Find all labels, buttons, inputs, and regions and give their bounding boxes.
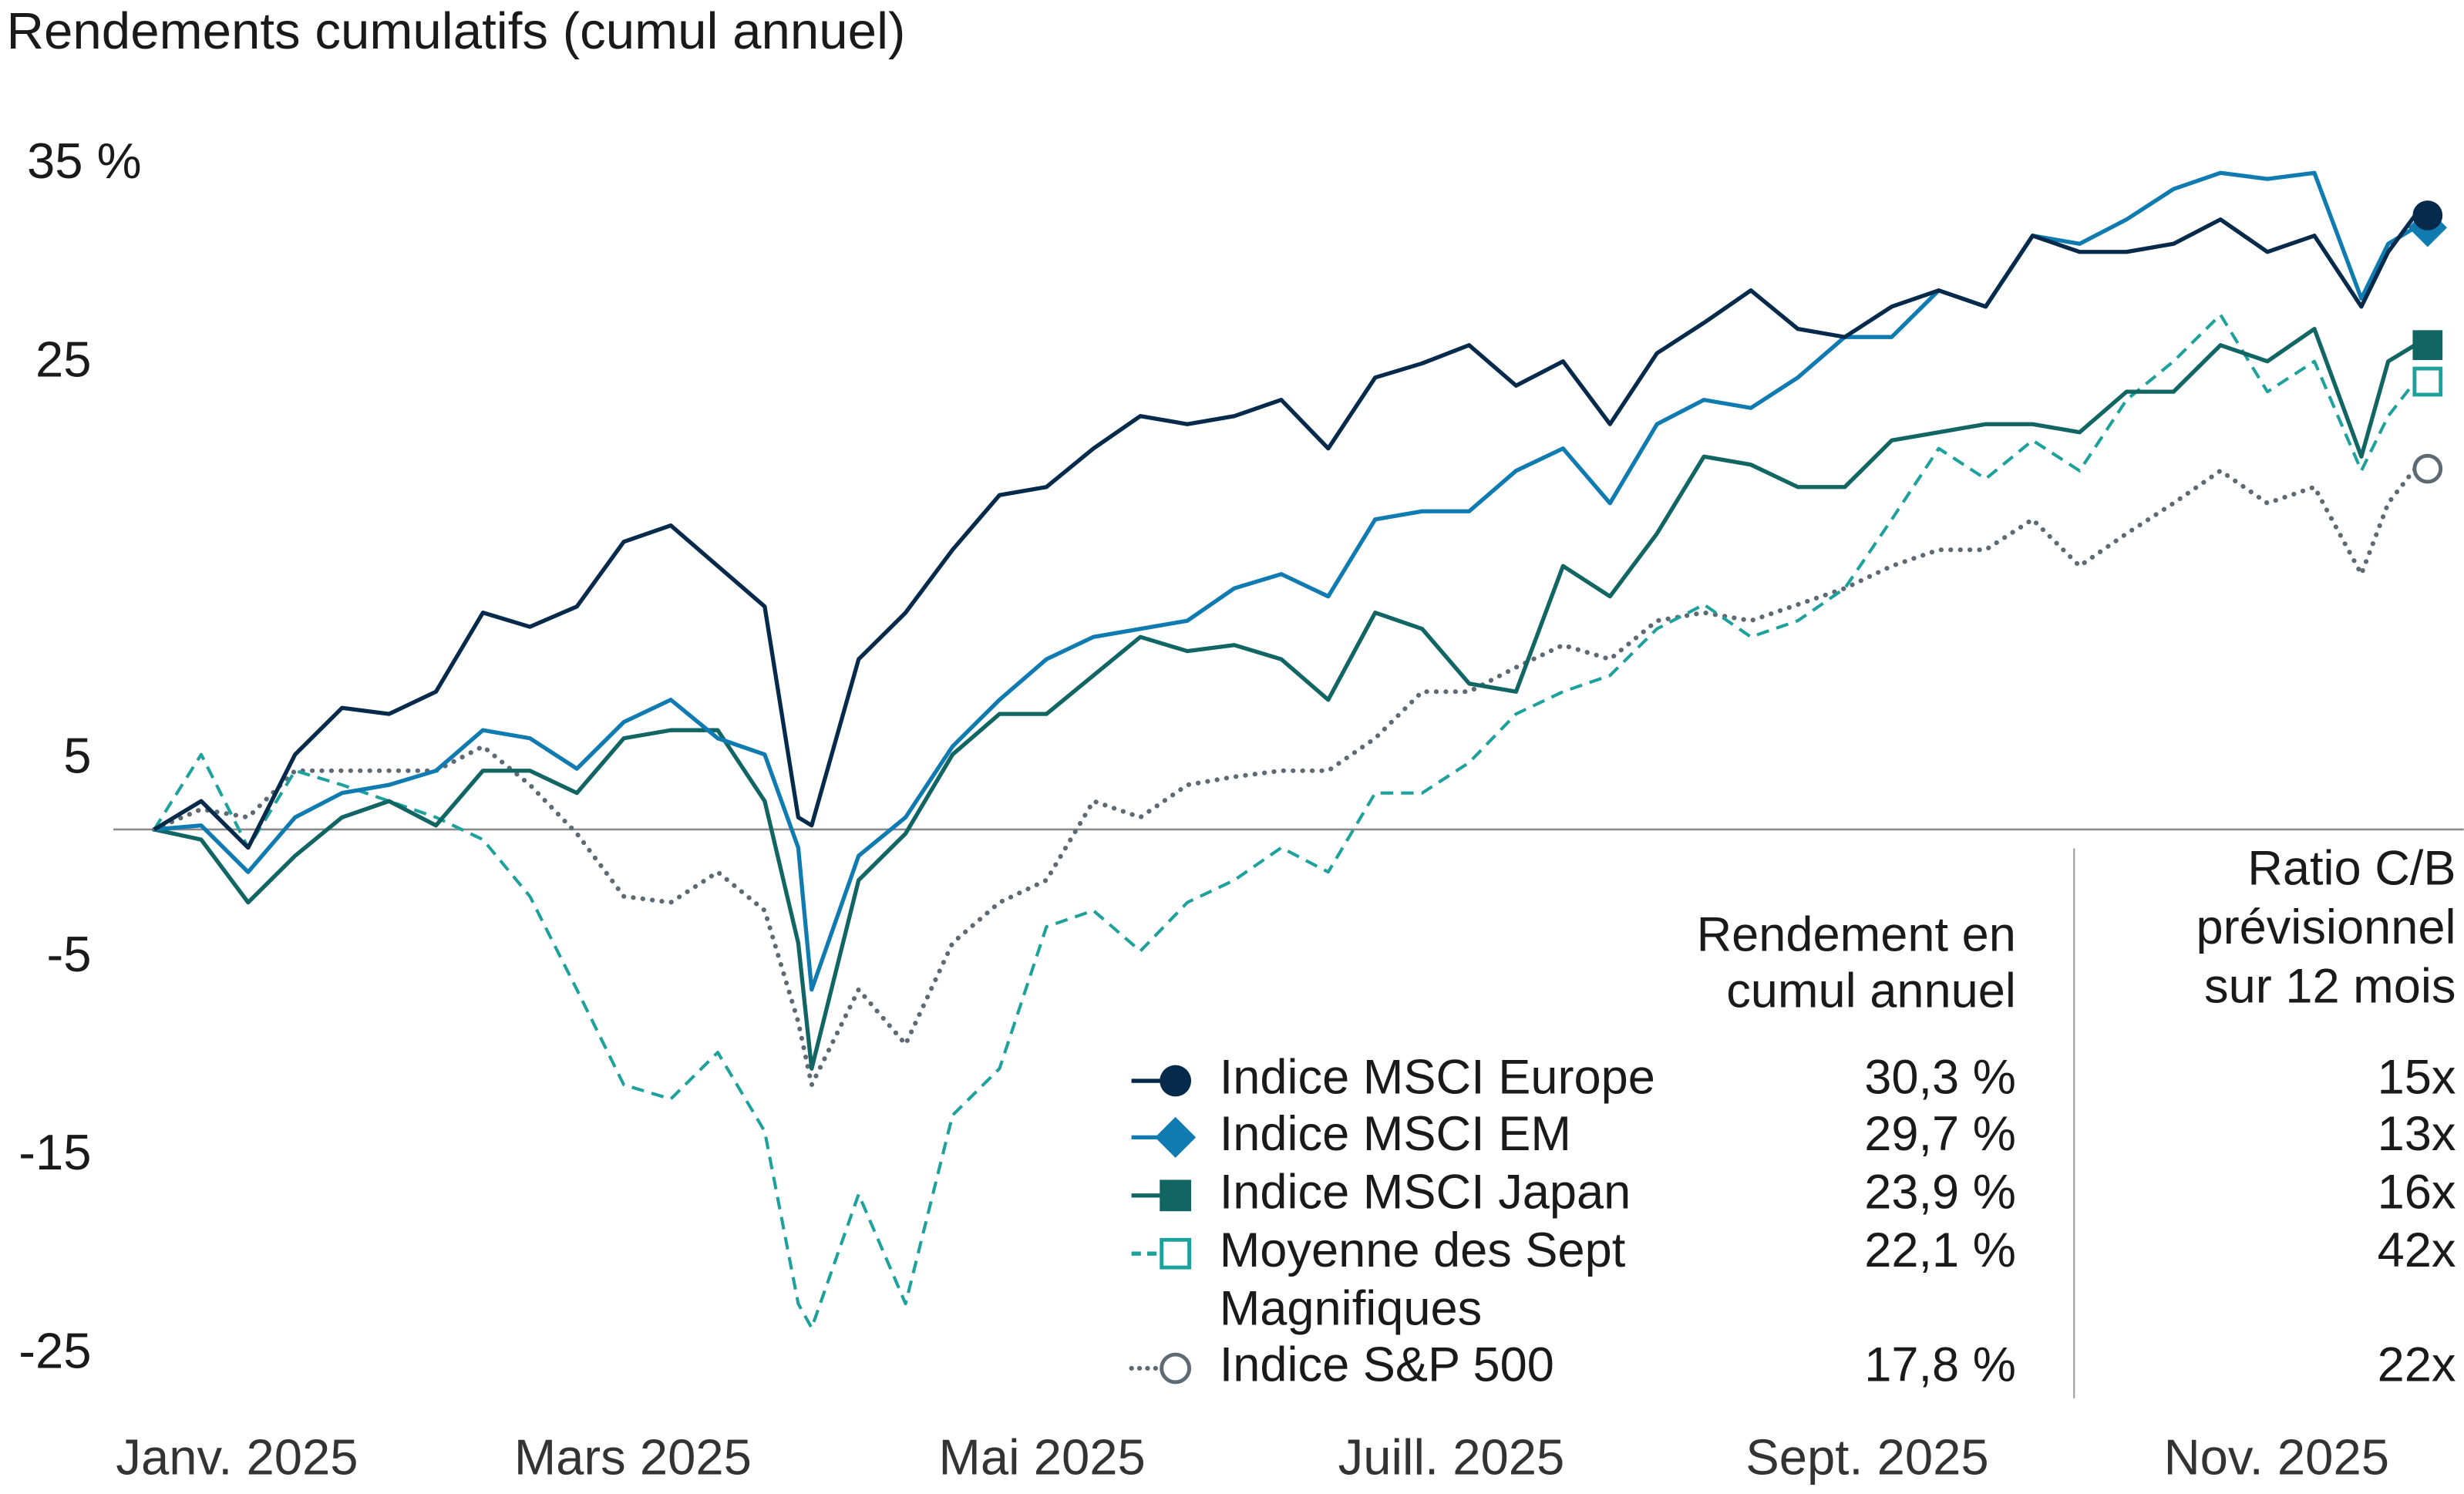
- legend-ytd-value: 17,8 %: [1864, 1338, 2016, 1392]
- x-axis: Janv. 2025 Mars 2025 Mai 2025 Juill. 2025 Se…: [116, 1428, 2389, 1485]
- legend-ytd-value: 22,1 %: [1864, 1223, 2016, 1277]
- x-tick-label: Mars 2025: [514, 1428, 752, 1485]
- series-indice-msci-em: [153, 170, 2447, 992]
- legend-series-name: Indice MSCI EM: [1220, 1107, 1571, 1161]
- legend-ytd-value: 30,3 %: [1864, 1051, 2016, 1105]
- legend-row: Indice MSCI EM 29,7 % 13x: [1131, 1107, 2456, 1161]
- legend-marker-icon: [1160, 1065, 1192, 1097]
- legend-pe-value: 42x: [2378, 1223, 2456, 1277]
- legend-marker-icon: [1160, 1352, 1192, 1385]
- legend-row: Indice MSCI Europe 30,3 % 15x: [1131, 1051, 2456, 1105]
- legend-series-name: Magnifiques: [1220, 1281, 1483, 1335]
- legend-series-name: Indice MSCI Japan: [1220, 1165, 1631, 1219]
- series-indice-s-p-500: [151, 453, 2443, 1088]
- pe-column-header: prévisionnel: [2196, 900, 2456, 954]
- legend-pe-value: 22x: [2378, 1338, 2456, 1392]
- y-tick-label: 35 %: [27, 133, 142, 189]
- y-tick-label: -5: [47, 926, 92, 982]
- series-indice-msci-europe: [153, 200, 2443, 850]
- x-tick-label: Juill. 2025: [1338, 1428, 1565, 1485]
- legend-row: Indice MSCI Japan 23,9 % 16x: [1131, 1165, 2456, 1219]
- end-marker: [2412, 366, 2443, 397]
- legend-row: Indice S&P 500 17,8 % 22x: [1129, 1338, 2456, 1392]
- legend-marker-icon: [1160, 1179, 1192, 1212]
- y-tick-label: -25: [19, 1322, 91, 1378]
- chart-title: Rendements cumulatifs (cumul annuel): [6, 2, 905, 60]
- legend-ytd-value: 29,7 %: [1864, 1107, 2016, 1161]
- x-tick-label: Sept. 2025: [1745, 1428, 1988, 1485]
- series-line: [153, 214, 2417, 850]
- series-line: [151, 466, 2418, 1088]
- y-tick-label: 25: [35, 331, 92, 387]
- series-indice-msci-japan: [153, 327, 2443, 1071]
- y-tick-label: 5: [63, 728, 91, 784]
- series-lines: [151, 170, 2447, 1330]
- end-marker: [2412, 330, 2443, 361]
- series-moyenne-des-sept-magnifiques: [153, 313, 2443, 1330]
- end-marker: [2412, 453, 2443, 484]
- series-line: [153, 327, 2416, 1071]
- series-line: [153, 170, 2416, 992]
- legend-pe-value: 16x: [2378, 1165, 2456, 1219]
- legend-series-name: Indice S&P 500: [1220, 1338, 1554, 1392]
- end-marker: [2412, 200, 2443, 230]
- ytd-column-header: cumul annuel: [1726, 964, 2016, 1018]
- ytd-column-header: Rendement en: [1697, 907, 2016, 961]
- legend-ytd-value: 23,9 %: [1864, 1165, 2016, 1219]
- legend-pe-value: 13x: [2378, 1107, 2456, 1161]
- legend-series-name: Moyenne des Sept: [1220, 1223, 1626, 1277]
- x-tick-label: Mai 2025: [939, 1428, 1146, 1485]
- x-tick-label: Nov. 2025: [2164, 1428, 2389, 1485]
- legend-pe-value: 15x: [2378, 1051, 2456, 1105]
- legend-marker-icon: [1160, 1237, 1192, 1270]
- y-tick-label: -15: [19, 1124, 91, 1180]
- y-axis: 35 % 25 5 -5 -15 -25: [19, 133, 141, 1378]
- pe-column-header: sur 12 mois: [2204, 960, 2456, 1014]
- legend-marker-icon: [1155, 1116, 1197, 1158]
- pe-column-header: Ratio C/B: [2247, 842, 2456, 896]
- x-tick-label: Janv. 2025: [116, 1428, 358, 1485]
- legend-series-name: Indice MSCI Europe: [1220, 1051, 1655, 1105]
